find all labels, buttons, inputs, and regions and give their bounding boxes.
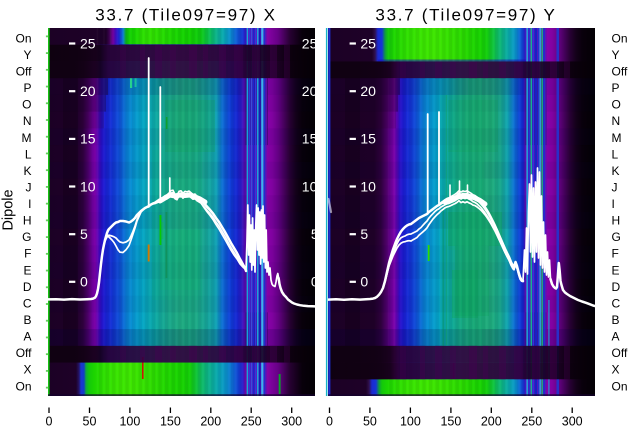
svg-text:I: I [612, 197, 615, 211]
svg-text:150: 150 [160, 415, 181, 429]
svg-text:20: 20 [360, 83, 376, 99]
svg-text:10: 10 [360, 178, 376, 194]
svg-text:300: 300 [281, 415, 302, 429]
svg-text:15: 15 [80, 131, 96, 147]
svg-text:K: K [23, 164, 31, 178]
svg-text:X: X [23, 363, 31, 377]
svg-text:B: B [23, 313, 31, 327]
svg-text:A: A [23, 330, 31, 344]
svg-text:0: 0 [326, 415, 333, 429]
svg-text:P: P [23, 81, 31, 95]
svg-text:N: N [23, 114, 32, 128]
svg-text:200: 200 [200, 415, 221, 429]
svg-text:On: On [15, 31, 31, 45]
svg-text:5: 5 [360, 226, 368, 242]
svg-text:On: On [612, 31, 628, 45]
svg-text:B: B [612, 313, 620, 327]
svg-text:5: 5 [311, 226, 319, 242]
svg-text:Off: Off [16, 346, 32, 360]
svg-text:D: D [23, 280, 32, 294]
svg-text:E: E [23, 263, 31, 277]
svg-text:N: N [612, 114, 621, 128]
svg-text:Off: Off [612, 65, 628, 79]
svg-text:20: 20 [80, 83, 96, 99]
svg-text:33.7 (Tile097=97) Y: 33.7 (Tile097=97) Y [375, 6, 556, 25]
svg-text:O: O [22, 98, 31, 112]
svg-text:L: L [25, 147, 32, 161]
svg-text:M: M [612, 131, 622, 145]
svg-text:20: 20 [302, 83, 318, 99]
svg-text:O: O [612, 98, 621, 112]
svg-text:P: P [612, 81, 620, 95]
svg-text:250: 250 [241, 415, 262, 429]
svg-text:L: L [612, 147, 619, 161]
svg-text:5: 5 [80, 226, 88, 242]
svg-text:On: On [612, 379, 628, 393]
svg-text:0: 0 [46, 415, 53, 429]
svg-text:0: 0 [311, 274, 319, 290]
svg-text:250: 250 [521, 415, 542, 429]
svg-text:33.7 (Tile097=97) X: 33.7 (Tile097=97) X [95, 6, 276, 25]
svg-text:Dipole: Dipole [1, 189, 17, 230]
svg-text:F: F [24, 247, 31, 261]
svg-text:C: C [612, 296, 621, 310]
svg-text:200: 200 [481, 415, 502, 429]
svg-text:100: 100 [400, 415, 421, 429]
svg-text:10: 10 [80, 178, 96, 194]
svg-text:I: I [28, 197, 31, 211]
svg-text:100: 100 [119, 415, 140, 429]
svg-text:D: D [612, 280, 621, 294]
svg-text:25: 25 [360, 35, 376, 51]
svg-text:X: X [612, 363, 620, 377]
svg-text:25: 25 [302, 35, 318, 51]
svg-text:15: 15 [360, 131, 376, 147]
svg-text:H: H [612, 214, 621, 228]
svg-text:Off: Off [16, 65, 32, 79]
svg-text:F: F [612, 247, 619, 261]
svg-text:G: G [22, 230, 31, 244]
svg-text:K: K [612, 164, 620, 178]
svg-text:50: 50 [83, 415, 97, 429]
svg-text:25: 25 [80, 35, 96, 51]
svg-text:50: 50 [363, 415, 377, 429]
svg-text:J: J [612, 181, 618, 195]
svg-text:15: 15 [302, 131, 318, 147]
svg-text:J: J [26, 181, 32, 195]
svg-text:M: M [22, 131, 32, 145]
svg-text:Off: Off [612, 346, 628, 360]
svg-text:Y: Y [612, 48, 620, 62]
svg-text:H: H [23, 214, 32, 228]
svg-text:Y: Y [23, 48, 31, 62]
svg-text:C: C [23, 296, 32, 310]
svg-text:150: 150 [440, 415, 461, 429]
svg-text:On: On [15, 379, 31, 393]
svg-text:300: 300 [562, 415, 583, 429]
svg-text:0: 0 [80, 274, 88, 290]
svg-text:E: E [612, 263, 620, 277]
svg-text:0: 0 [360, 274, 368, 290]
svg-text:A: A [612, 330, 620, 344]
svg-text:10: 10 [302, 178, 318, 194]
svg-text:G: G [612, 230, 621, 244]
